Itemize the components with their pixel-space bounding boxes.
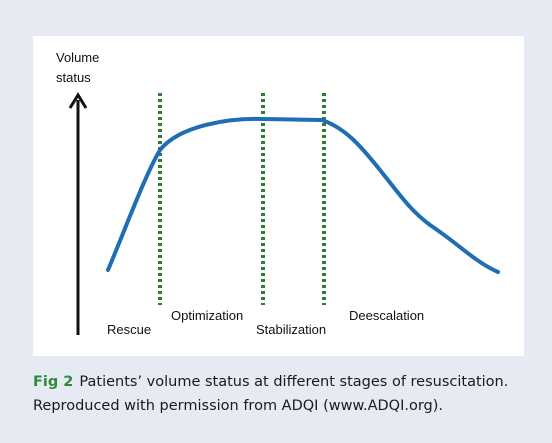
caption-line: Fig 2 Patients’ volume status at differen… [33,374,508,390]
caption-text: Patients’ volume status at different sta… [79,374,509,390]
arrow-head [68,92,88,109]
phase-dividers [158,93,326,305]
phase-label: Optimization [171,308,243,323]
phase-label: Deescalation [349,308,424,323]
caption-label: Fig 2 [33,374,74,390]
phase-label: Rescue [107,322,151,337]
panel [33,36,524,356]
volume-curve [106,116,500,274]
caption-line: Reproduced with permission from ADQI (ww… [33,398,444,414]
y-axis-label: status [56,70,91,85]
phase-label: Stabilization [256,322,326,337]
y-axis-label: Volume [56,50,99,65]
